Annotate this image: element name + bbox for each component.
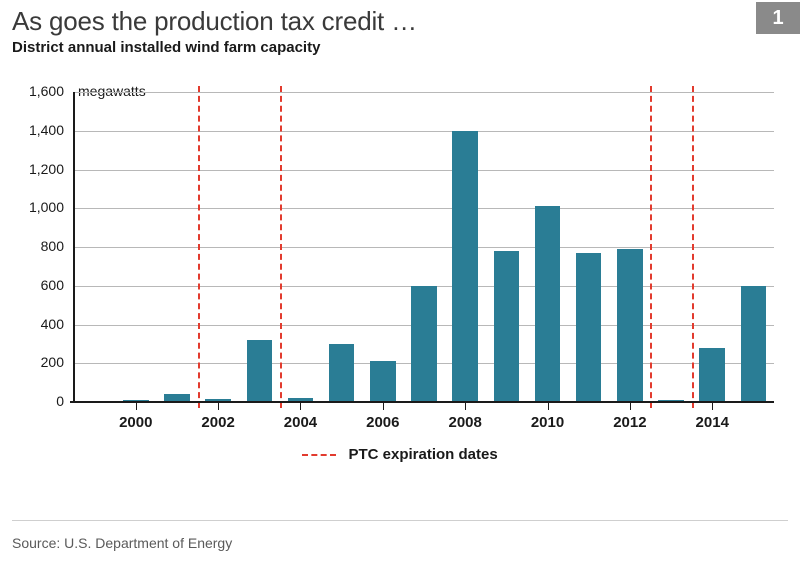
x-tick-label: 2014 [696, 414, 729, 431]
x-tick [383, 402, 384, 410]
x-axis [70, 401, 774, 403]
legend-label: PTC expiration dates [348, 446, 497, 463]
chart-subtitle: District annual installed wind farm capa… [12, 39, 788, 56]
bar [370, 361, 396, 402]
gridline [74, 92, 774, 93]
x-tick [300, 402, 301, 410]
y-tick-label: 0 [12, 393, 64, 409]
chart-container: 02004006008001,0001,2001,4001,600 megawa… [12, 80, 788, 460]
gridline [74, 208, 774, 209]
bar [535, 206, 561, 402]
x-tick [218, 402, 219, 410]
x-tick-label: 2006 [366, 414, 399, 431]
bar [329, 344, 355, 402]
bar [699, 348, 725, 402]
x-tick [712, 402, 713, 410]
bar [452, 131, 478, 402]
legend-swatch [302, 454, 336, 456]
ptc-expiration-line [198, 86, 200, 408]
ptc-expiration-line [692, 86, 694, 408]
source-text: Source: U.S. Department of Energy [12, 535, 232, 551]
y-tick-label: 200 [12, 354, 64, 370]
x-tick-label: 2004 [284, 414, 317, 431]
gridline [74, 247, 774, 248]
y-tick-label: 1,000 [12, 199, 64, 215]
bar [617, 249, 643, 402]
legend: PTC expiration dates [12, 446, 788, 463]
y-tick-label: 1,600 [12, 83, 64, 99]
ptc-expiration-line [650, 86, 652, 408]
footer-rule [12, 520, 788, 521]
bar [741, 286, 767, 402]
x-tick-label: 2002 [201, 414, 234, 431]
bar [411, 286, 437, 402]
x-tick [630, 402, 631, 410]
y-tick-label: 800 [12, 238, 64, 254]
x-tick-label: 2000 [119, 414, 152, 431]
y-tick-label: 1,200 [12, 161, 64, 177]
y-tick-label: 400 [12, 316, 64, 332]
y-tick-label: 600 [12, 277, 64, 293]
x-tick [136, 402, 137, 410]
y-axis [73, 92, 75, 402]
chart-title: As goes the production tax credit … [12, 6, 788, 37]
y-tick-label: 1,400 [12, 122, 64, 138]
bar [494, 251, 520, 402]
x-tick-label: 2010 [531, 414, 564, 431]
gridline [74, 170, 774, 171]
plot-area [74, 92, 774, 402]
ptc-expiration-line [280, 86, 282, 408]
bar [576, 253, 602, 402]
x-tick [465, 402, 466, 410]
figure-number-badge: 1 [756, 2, 800, 34]
x-tick-label: 2008 [448, 414, 481, 431]
bar [247, 340, 273, 402]
gridline [74, 131, 774, 132]
x-tick [548, 402, 549, 410]
x-tick-label: 2012 [613, 414, 646, 431]
